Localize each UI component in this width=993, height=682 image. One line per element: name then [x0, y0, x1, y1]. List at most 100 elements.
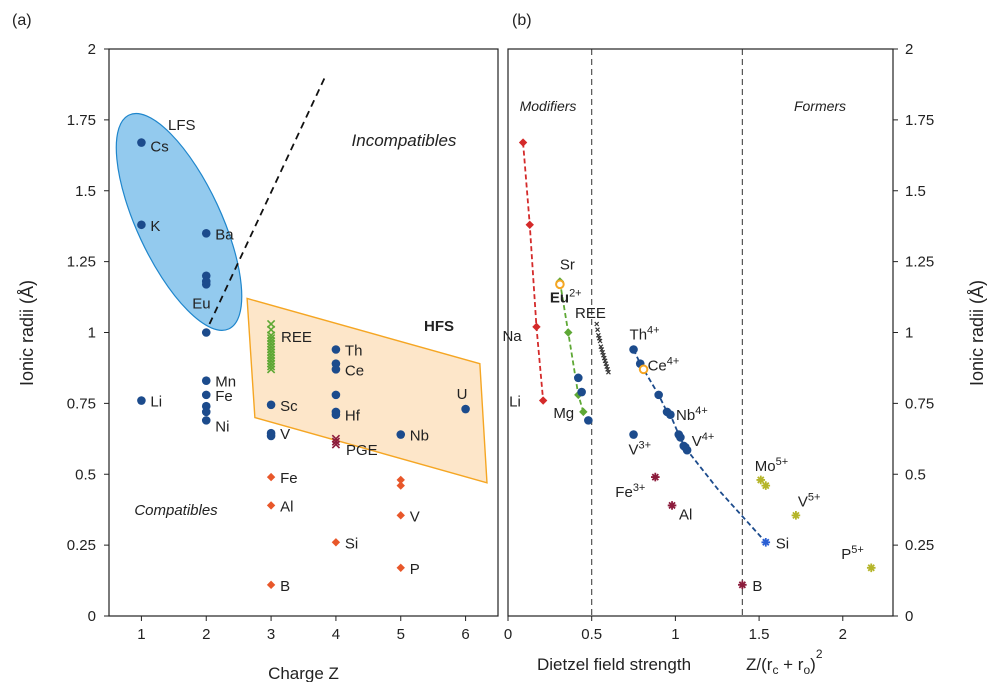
point-label: K	[150, 218, 160, 235]
y-tick-label: 0.75	[67, 395, 96, 412]
annotation-ree: REE	[575, 305, 606, 322]
data-point	[532, 322, 541, 332]
ree-point	[266, 365, 276, 374]
y-tick-label: 1.75	[67, 112, 96, 129]
data-point	[396, 481, 405, 490]
point-label: Fe	[280, 470, 298, 487]
point-label: V	[410, 508, 420, 525]
data-point	[331, 390, 341, 400]
y-tick-label: 0.25	[905, 537, 934, 554]
y-tick-label: 1.5	[905, 183, 926, 200]
annotation-compatibles: Compatibles	[134, 502, 218, 519]
point-label: Eu2+	[550, 287, 582, 306]
y-tick-label: 1.5	[75, 183, 96, 200]
y-tick-label: 2	[88, 41, 96, 58]
boundary-line	[208, 74, 328, 325]
data-point	[629, 345, 638, 354]
data-point	[396, 511, 405, 520]
data-point	[525, 220, 534, 229]
data-point	[866, 563, 876, 573]
data-point	[201, 228, 211, 238]
point-label: Ba	[215, 226, 234, 243]
data-point	[137, 220, 146, 230]
data-point	[738, 580, 747, 590]
y-tick-label: 1	[905, 325, 913, 342]
point-label: V	[280, 426, 290, 443]
y-tick-label: 0.5	[905, 466, 926, 483]
y-axis-label: Ionic radii (Å)	[17, 280, 37, 386]
annotation-modifiers: Modifiers	[520, 98, 577, 114]
x-tick-label: 3	[267, 626, 275, 643]
annotation-lfs: LFS	[168, 117, 196, 134]
ree-point	[606, 369, 611, 375]
x-tick-label: 2	[202, 626, 210, 643]
point-label: Nb4+	[676, 405, 708, 424]
data-point	[201, 407, 211, 417]
point-label: Si	[776, 535, 789, 552]
y-tick-label: 1.25	[905, 254, 934, 271]
point-label: P	[410, 561, 420, 578]
trend-line	[559, 281, 585, 413]
point-label: Nb	[410, 428, 429, 445]
data-point	[667, 501, 677, 510]
x-tick-label: 6	[461, 626, 469, 643]
y-tick-label: 0.25	[67, 537, 96, 554]
data-point	[761, 537, 771, 547]
annotation-pge: PGE	[346, 442, 378, 459]
data-point	[396, 430, 406, 439]
panel-label: (a)	[12, 12, 32, 29]
point-label: B	[280, 578, 290, 595]
point-label: Li	[150, 394, 162, 411]
data-point	[266, 400, 276, 410]
y-tick-label: 1	[88, 325, 96, 342]
data-point	[396, 563, 405, 573]
data-point	[331, 410, 341, 420]
point-label: Ni	[215, 418, 229, 435]
ree-point	[597, 338, 603, 344]
point-label: Ce	[345, 362, 364, 379]
point-label: Si	[345, 535, 358, 552]
data-point	[577, 387, 586, 397]
x-tick-label: 4	[332, 626, 340, 643]
annotation-hfs: HFS	[424, 318, 454, 335]
y-tick-label: 0.75	[905, 395, 934, 412]
data-point	[654, 390, 663, 400]
ree-point	[266, 362, 276, 371]
x-tick-label: 1	[137, 626, 145, 643]
x-tick-label: 0	[504, 626, 512, 643]
data-point	[461, 404, 470, 414]
data-point	[579, 407, 588, 417]
data-point	[629, 430, 638, 439]
point-label: V4+	[692, 431, 715, 450]
data-point	[396, 475, 405, 485]
data-point	[651, 472, 660, 482]
point-label: Sc	[280, 398, 298, 415]
data-point	[201, 390, 211, 400]
point-label: Mn	[215, 374, 236, 391]
data-point	[682, 445, 692, 455]
data-point	[555, 279, 565, 290]
data-point	[266, 431, 276, 441]
pge-point	[331, 437, 341, 446]
data-point	[518, 138, 528, 147]
point-label: B	[752, 578, 762, 595]
data-point	[201, 280, 211, 289]
data-point	[574, 390, 583, 400]
annotation-incompatibles: Incompatibles	[352, 131, 457, 150]
x-axis-formula: Z/(rc + ro)2	[746, 647, 823, 677]
point-label: Al	[280, 498, 293, 515]
data-point	[331, 345, 341, 354]
panel-b: (b) 0 0.5 1 1.5 2 0 0.25 0.5 0.75 1 1.25 1.5 1.75 2 Die…	[502, 12, 987, 677]
data-point	[538, 396, 548, 405]
point-label: Eu	[192, 295, 210, 312]
data-point	[266, 501, 276, 510]
y-axis-label: Ionic radii (Å)	[967, 280, 987, 386]
y-tick-label: 0	[905, 608, 913, 625]
data-point	[137, 396, 146, 405]
data-point	[761, 481, 771, 490]
x-axis-label: Charge Z	[268, 664, 339, 682]
data-point	[331, 538, 341, 547]
point-label: Fe3+	[615, 482, 645, 501]
data-point	[331, 365, 341, 374]
data-point	[756, 475, 766, 485]
